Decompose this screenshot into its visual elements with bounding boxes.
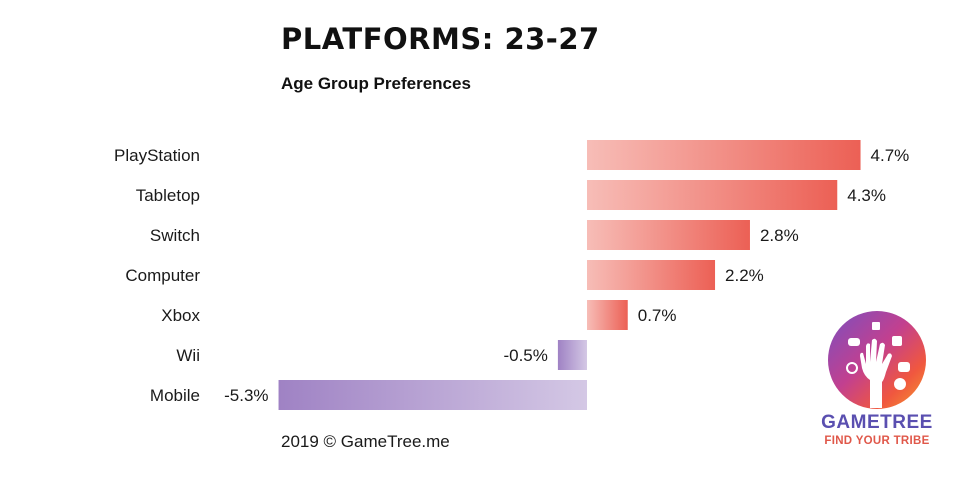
value-label: 2.2% — [725, 266, 764, 285]
footer-credit: 2019 © GameTree.me — [281, 432, 450, 451]
chart-title: PLATFORMS: 23-27 — [281, 22, 600, 56]
logo-emblem-icon — [828, 311, 926, 409]
value-label: -0.5% — [503, 346, 547, 365]
category-label: Mobile — [150, 386, 200, 405]
bar-mobile — [278, 380, 587, 410]
category-label: Computer — [125, 266, 200, 285]
gametree-logo: GAMETREE FIND YOUR TRIBE — [816, 310, 938, 456]
category-label: Wii — [176, 346, 200, 365]
category-label: Tabletop — [136, 186, 200, 205]
bar-computer — [587, 260, 716, 290]
bar-playstation — [587, 140, 861, 170]
value-label: -5.3% — [224, 386, 268, 405]
logo-tagline: FIND YOUR TRIBE — [824, 435, 930, 447]
category-label: Xbox — [161, 306, 200, 325]
value-label: 4.7% — [871, 146, 910, 165]
category-label: Switch — [150, 226, 200, 245]
value-label: 0.7% — [638, 306, 677, 325]
value-label: 4.3% — [847, 186, 886, 205]
bar-switch — [587, 220, 750, 250]
logo-name: GAMETREE — [821, 412, 933, 433]
bar-wii — [557, 340, 587, 370]
category-label: PlayStation — [114, 146, 200, 165]
chart-subtitle: Age Group Preferences — [281, 74, 471, 93]
value-label: 2.8% — [760, 226, 799, 245]
bar-tabletop — [587, 180, 838, 210]
bar-xbox — [587, 300, 628, 330]
